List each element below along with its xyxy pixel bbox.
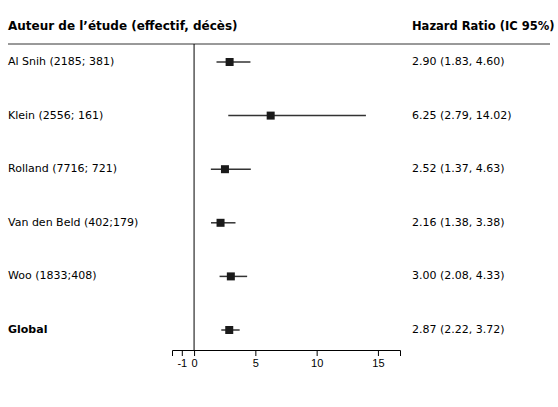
confidence-interval	[228, 115, 366, 117]
study-label: Global	[8, 323, 47, 336]
x-tick: 0	[192, 350, 198, 369]
value-label: 3.00 (2.08, 4.33)	[412, 269, 505, 282]
value-label: 2.90 (1.83, 4.60)	[412, 55, 505, 68]
plot-marks	[194, 44, 366, 350]
tick-label: 0	[192, 357, 198, 369]
point-estimate	[221, 165, 229, 173]
value-label: 2.52 (1.37, 4.63)	[412, 162, 505, 175]
reference-line	[194, 44, 195, 350]
value-label: 2.87 (2.22, 3.72)	[412, 323, 505, 336]
chart: Auteur de l’étude (effectif, décès) Hazar…	[0, 0, 558, 407]
tick-label: 10	[311, 357, 323, 369]
column-header: Hazard Ratio (IC 95%)	[412, 19, 554, 33]
study-label: Van den Beld (402;179)	[8, 216, 138, 229]
x-tick: 10	[311, 350, 323, 369]
study-label: Klein (2556; 161)	[8, 109, 103, 122]
tick-mark	[182, 350, 183, 356]
x-tick: 15	[372, 350, 384, 369]
tick-mark	[378, 350, 379, 356]
tick-mark	[255, 350, 256, 356]
axis-domain	[173, 351, 401, 357]
study-label: Rolland (7716; 721)	[8, 162, 117, 175]
header-separator	[8, 44, 550, 45]
point-estimate	[217, 219, 225, 227]
tick-label: 5	[253, 357, 259, 369]
study-label: Al Snih (2185; 381)	[8, 55, 114, 68]
value-label: 2.16 (1.38, 3.38)	[412, 216, 505, 229]
point-estimate	[267, 112, 275, 120]
value-label: 6.25 (2.79, 14.02)	[412, 109, 512, 122]
point-estimate	[225, 326, 233, 334]
point-estimate	[227, 272, 235, 280]
tick-mark	[194, 350, 195, 356]
column-header: Auteur de l’étude (effectif, décès)	[8, 19, 238, 33]
tick-label: 15	[372, 357, 384, 369]
tick-label: -1	[177, 357, 187, 369]
x-tick: 5	[253, 350, 259, 369]
tick-mark	[317, 350, 318, 356]
study-label: Woo (1833;408)	[8, 269, 96, 282]
confidence-interval	[211, 168, 251, 170]
x-tick: -1	[177, 350, 187, 369]
point-estimate	[226, 58, 234, 66]
x-axis: -1 0 5 10 15	[173, 350, 401, 369]
